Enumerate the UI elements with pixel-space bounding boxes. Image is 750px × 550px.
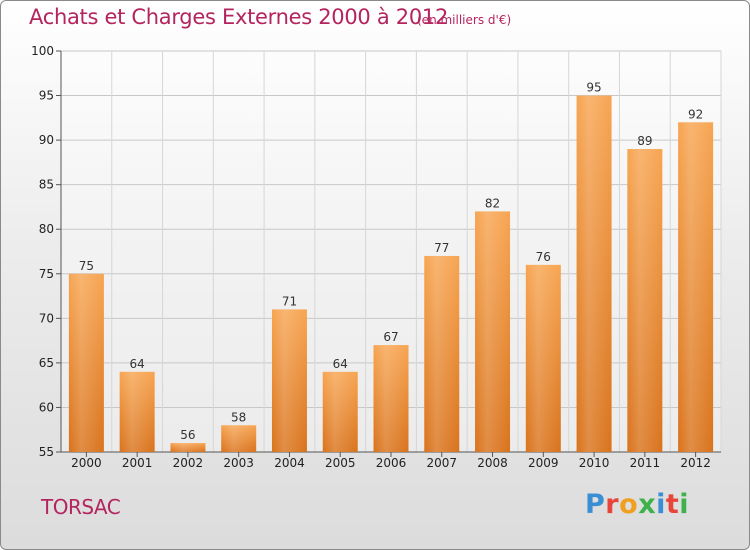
y-tick-label: 90 — [39, 133, 54, 147]
x-tick-label: 2005 — [325, 456, 356, 470]
bar-highlight — [424, 255, 460, 452]
data-label: 58 — [231, 410, 246, 424]
x-tick-label: 2011 — [630, 456, 661, 470]
bar-highlight — [170, 443, 206, 452]
logo-letter: i — [679, 489, 690, 520]
data-label: 77 — [434, 241, 449, 255]
bar-highlight — [271, 309, 307, 452]
bar-highlight — [576, 95, 612, 453]
y-tick-label: 55 — [39, 445, 54, 459]
bar-highlight — [322, 371, 358, 452]
data-label: 67 — [383, 330, 398, 344]
y-tick-label: 70 — [39, 311, 54, 325]
x-tick-label: 2010 — [579, 456, 610, 470]
proxiti-logo[interactable]: Proxiti — [585, 489, 689, 520]
data-label: 71 — [282, 294, 297, 308]
y-tick-label: 100 — [31, 44, 54, 58]
y-tick-label: 65 — [39, 356, 54, 370]
y-tick-label: 80 — [39, 222, 54, 236]
y-tick-label: 95 — [39, 89, 54, 103]
x-tick-label: 2009 — [528, 456, 559, 470]
bar-highlight — [525, 264, 561, 452]
logo-letter: x — [638, 489, 657, 520]
bar-highlight — [373, 345, 409, 452]
bar-highlight — [221, 425, 257, 452]
data-label: 75 — [79, 259, 94, 273]
x-tick-label: 2002 — [173, 456, 204, 470]
logo-letter: P — [585, 489, 606, 520]
data-label: 95 — [586, 81, 601, 95]
data-label: 92 — [688, 107, 703, 121]
bar-highlight — [475, 211, 511, 452]
logo-letter: o — [619, 489, 639, 520]
x-tick-label: 2003 — [223, 456, 254, 470]
data-label: 89 — [637, 134, 652, 148]
data-label: 56 — [180, 428, 195, 442]
x-tick-label: 2006 — [376, 456, 407, 470]
x-tick-label: 2012 — [680, 456, 711, 470]
x-tick-label: 2008 — [477, 456, 508, 470]
data-label: 82 — [485, 196, 500, 210]
town-name: TORSAC — [41, 495, 121, 519]
y-tick-label: 75 — [39, 267, 54, 281]
x-tick-label: 2001 — [122, 456, 153, 470]
data-label: 64 — [333, 357, 348, 371]
y-tick-label: 60 — [39, 400, 54, 414]
data-label: 76 — [536, 250, 551, 264]
bar-highlight — [68, 273, 104, 452]
logo-letter: r — [605, 489, 620, 520]
data-label: 64 — [130, 357, 145, 371]
logo-letter: i — [656, 489, 666, 520]
chart-title: Achats et Charges Externes 2000 à 2012 — [29, 5, 449, 29]
bar-highlight — [678, 122, 714, 453]
bar-highlight — [119, 371, 155, 452]
chart-unit: (en milliers d'€) — [417, 13, 512, 27]
y-tick-label: 85 — [39, 178, 54, 192]
x-tick-label: 2007 — [426, 456, 457, 470]
x-tick-label: 2004 — [274, 456, 305, 470]
bar-highlight — [627, 149, 663, 452]
logo-letter: t — [665, 489, 680, 520]
x-tick-label: 2000 — [71, 456, 102, 470]
